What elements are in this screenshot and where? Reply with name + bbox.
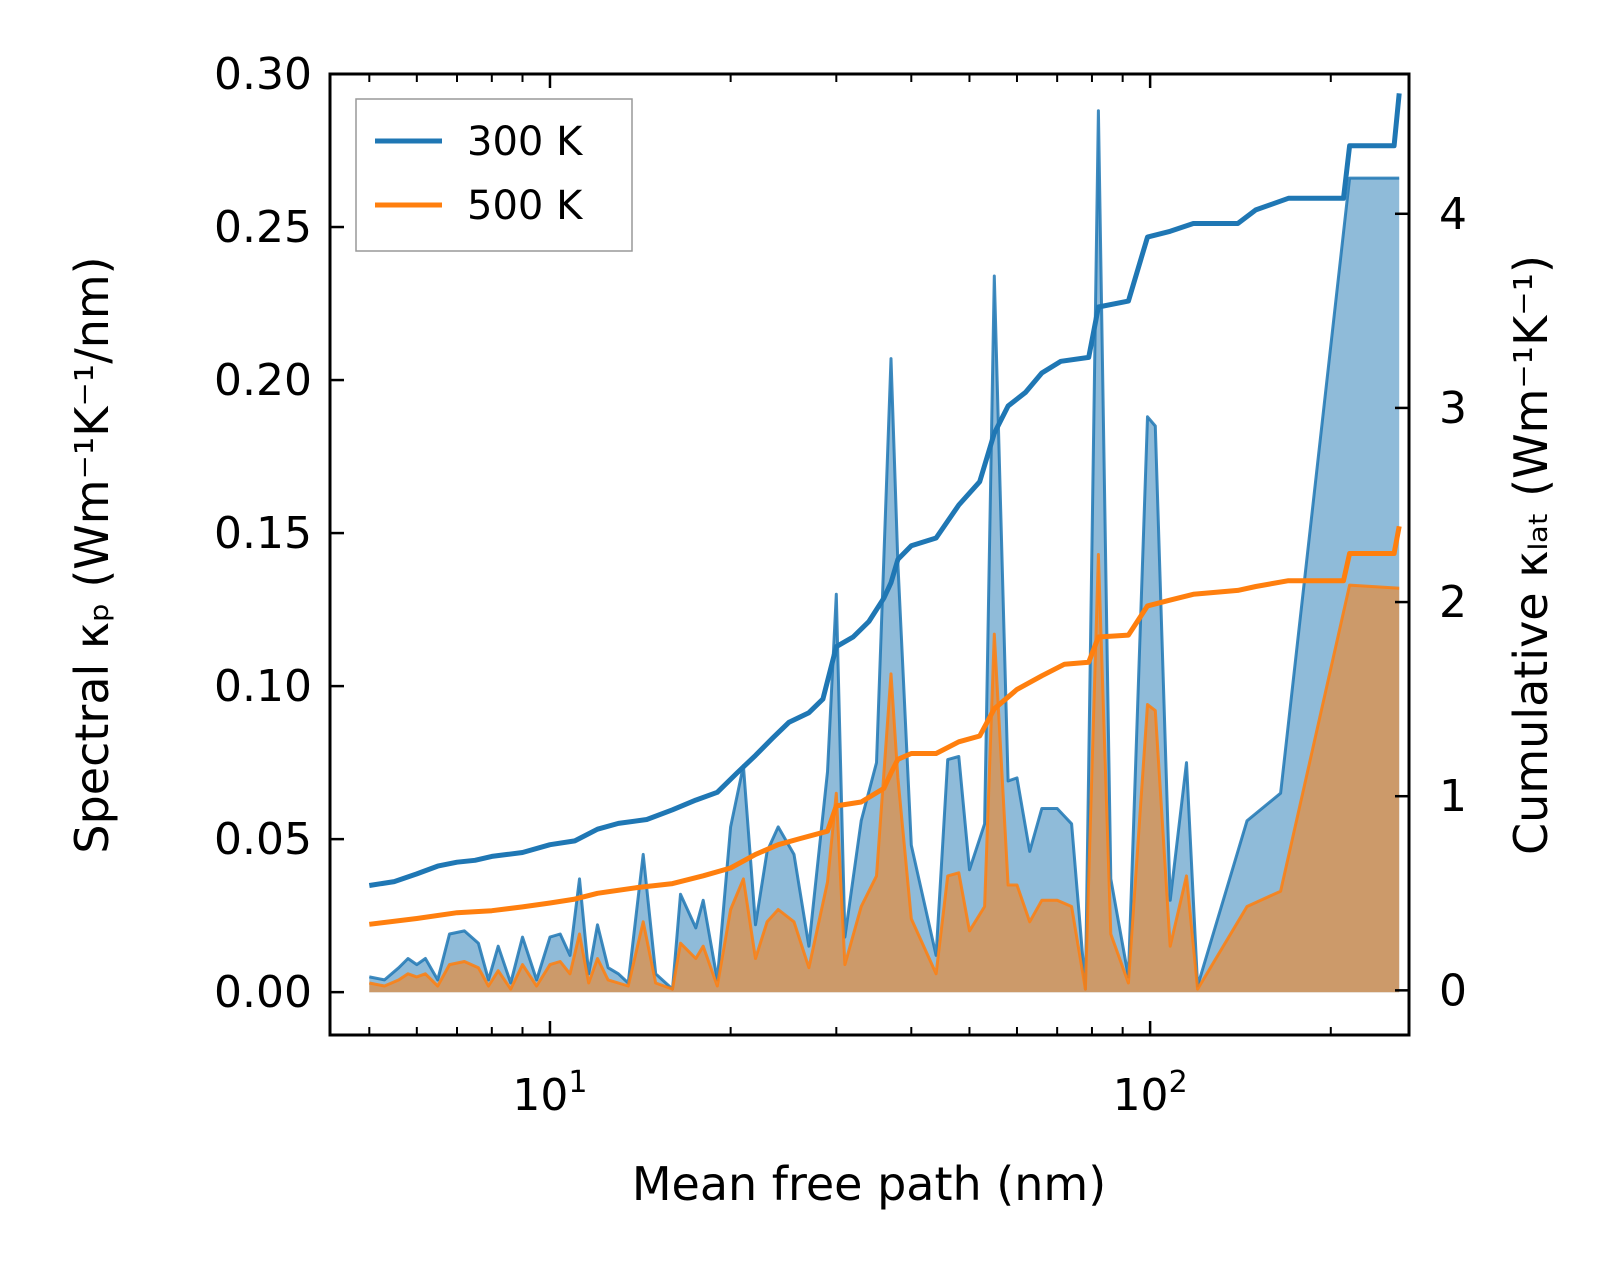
spectral-fill-group bbox=[369, 109, 1400, 993]
y-tick-label: 0.25 bbox=[214, 202, 312, 253]
x-axis-title: Mean free path (nm) bbox=[632, 1157, 1106, 1211]
y2-tick-label: 4 bbox=[1439, 189, 1467, 240]
y-tick-label: 0.10 bbox=[214, 661, 312, 712]
x-tick-label: 102 bbox=[1113, 1065, 1188, 1121]
y-tick-label: 0.20 bbox=[214, 355, 312, 406]
y2-axis-title: Cumulative κₗₐₜ (Wm⁻¹K⁻¹) bbox=[1504, 255, 1558, 855]
cumulative-line-500k bbox=[368, 525, 1402, 927]
y2-tick-label: 1 bbox=[1439, 771, 1467, 822]
legend-label-500k: 500 K bbox=[467, 183, 584, 229]
spectral-line-300k bbox=[369, 109, 1400, 991]
legend-label-300k: 300 K bbox=[467, 119, 584, 165]
y-tick-label: 0.15 bbox=[214, 508, 312, 559]
y-tick-label: 0.30 bbox=[214, 49, 312, 100]
x-tick-label: 101 bbox=[512, 1065, 587, 1121]
series-line-group bbox=[368, 93, 1402, 927]
spectral-line-500k bbox=[369, 553, 1400, 991]
y2-tick-label: 2 bbox=[1439, 577, 1467, 628]
y-tick-label: 0.05 bbox=[214, 814, 312, 865]
cumulative-line-300k bbox=[368, 93, 1402, 888]
y-axis-title: Spectral κₚ (Wm⁻¹K⁻¹/nm) bbox=[65, 256, 119, 853]
tick-group: 0.00 0.05 0.10 0.15 0.20 0.25 0.30 0 1 2 3 4 101 102 bbox=[214, 49, 1467, 1121]
plot-frame bbox=[328, 72, 1411, 1037]
y2-tick-label: 0 bbox=[1439, 965, 1467, 1016]
y-tick-label: 0.00 bbox=[214, 967, 312, 1018]
legend: 300 K 500 K bbox=[355, 98, 633, 252]
y2-tick-label: 3 bbox=[1439, 383, 1467, 434]
legend-frame bbox=[355, 98, 633, 252]
